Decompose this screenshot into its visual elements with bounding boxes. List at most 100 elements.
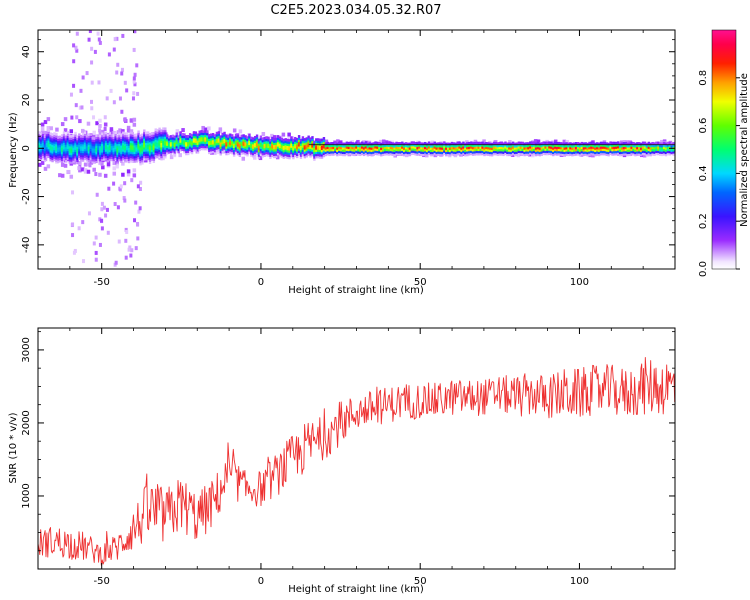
heat-cell — [628, 144, 631, 148]
heat-cell — [406, 146, 410, 150]
heat-cell — [487, 142, 490, 146]
heat-cell — [542, 152, 545, 156]
heat-cell — [133, 149, 136, 152]
heat-cell — [630, 150, 633, 154]
heat-cell — [98, 131, 102, 136]
heat-cell — [536, 144, 540, 148]
heat-cell — [92, 134, 96, 139]
heat-cell — [643, 145, 647, 149]
heat-cell — [311, 138, 314, 142]
heat-cell — [532, 146, 536, 149]
heat-cell — [273, 153, 276, 157]
heat-cell — [427, 141, 431, 145]
heat-cell — [123, 156, 127, 160]
heat-cell — [261, 137, 264, 141]
heat-cell — [536, 148, 540, 152]
heat-cell — [601, 143, 605, 147]
heat-cell — [594, 153, 597, 157]
heat-cell — [659, 146, 662, 150]
x-tick-label: 50 — [414, 576, 427, 587]
heat-cell — [445, 149, 448, 152]
heat-cell — [573, 144, 576, 148]
heat-cell — [502, 153, 505, 157]
heat-cell — [441, 144, 444, 148]
heat-cell — [143, 140, 146, 144]
heat-cell — [582, 142, 586, 146]
heat-cell — [446, 144, 450, 148]
heat-cell — [381, 144, 385, 148]
heat-cell — [148, 148, 152, 151]
heat-cell — [385, 152, 389, 156]
heat-cell — [66, 154, 70, 158]
heat-cell — [284, 151, 287, 154]
heat-cell — [171, 134, 175, 138]
heat-cell — [290, 136, 293, 140]
heat-cell — [284, 153, 287, 157]
heat-cell — [349, 150, 352, 154]
heat-cell — [385, 148, 389, 152]
heat-cell — [276, 148, 280, 151]
heat-cell — [563, 144, 566, 148]
heat-cell — [383, 148, 387, 152]
heat-cell — [109, 127, 114, 132]
heat-cell — [234, 144, 238, 148]
heat-cell — [389, 141, 393, 145]
heat-cell — [666, 141, 670, 145]
heat-cell — [490, 142, 494, 146]
heat-cell — [92, 167, 96, 172]
heat-cell — [563, 151, 566, 155]
heat-cell — [531, 152, 534, 156]
heat-cell — [437, 150, 440, 154]
heat-cell — [668, 143, 672, 147]
heat-cell — [208, 136, 211, 139]
heat-cell — [395, 143, 398, 147]
heat-cell — [45, 153, 49, 156]
heat-cell — [299, 151, 303, 155]
heat-cell — [106, 133, 110, 137]
heat-cell — [318, 140, 322, 144]
heat-cell — [284, 140, 287, 144]
heat-cell — [351, 142, 354, 145]
heat-cell — [98, 123, 102, 128]
heat-cell — [53, 147, 56, 151]
heat-cell — [422, 144, 425, 148]
heat-cell — [46, 164, 51, 169]
heat-cell — [477, 152, 480, 156]
heat-cell — [534, 151, 538, 155]
heat-cell — [118, 154, 121, 158]
heat-cell — [99, 160, 102, 164]
heat-cell — [202, 141, 205, 144]
heat-cell — [116, 162, 119, 166]
heat-cell — [443, 150, 446, 153]
heat-cell — [91, 160, 94, 164]
heat-cell — [208, 133, 211, 137]
heat-cell — [91, 156, 94, 160]
heat-cell — [280, 144, 284, 147]
heat-cell — [49, 154, 52, 158]
heat-cell — [479, 141, 482, 145]
heat-cell — [338, 150, 341, 154]
heat-cell — [250, 151, 253, 155]
heat-cell — [131, 147, 135, 150]
heat-cell — [136, 184, 140, 189]
heat-cell — [39, 156, 43, 159]
heat-cell — [114, 146, 117, 150]
heat-cell — [150, 131, 154, 135]
heat-cell — [527, 148, 530, 152]
heat-cell — [62, 142, 66, 146]
heat-cell — [246, 142, 249, 146]
heat-cell — [123, 198, 127, 203]
heat-cell — [649, 147, 652, 150]
heat-cell — [132, 122, 137, 127]
heat-cell — [601, 150, 605, 154]
heat-cell — [576, 150, 580, 154]
heat-cell — [255, 149, 259, 153]
heat-cell — [236, 150, 240, 154]
heat-cell — [97, 37, 101, 42]
heat-cell — [208, 144, 211, 148]
heat-cell — [622, 148, 626, 152]
heat-cell — [250, 138, 253, 142]
heat-cell — [45, 140, 49, 143]
heat-cell — [326, 141, 329, 145]
